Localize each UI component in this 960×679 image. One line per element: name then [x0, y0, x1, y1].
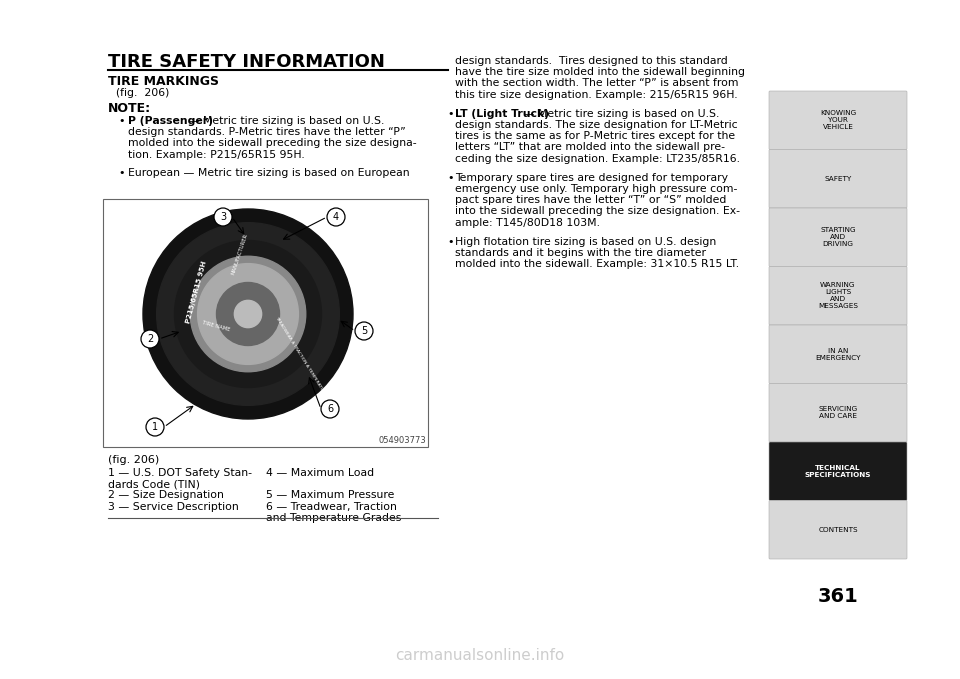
Text: 5 — Maximum Pressure: 5 — Maximum Pressure	[266, 490, 395, 500]
Text: 6: 6	[327, 404, 333, 414]
Bar	[103, 199, 428, 447]
Circle shape	[156, 223, 339, 405]
Circle shape	[141, 330, 159, 348]
Text: and Temperature Grades: and Temperature Grades	[266, 513, 401, 523]
Text: molded into the sidewall. Example: 31×10.5 R15 LT.: molded into the sidewall. Example: 31×10…	[455, 259, 739, 269]
Text: 054903773: 054903773	[378, 436, 426, 445]
Text: emergency use only. Temporary high pressure com-: emergency use only. Temporary high press…	[455, 184, 737, 194]
Text: 4 — Maximum Load: 4 — Maximum Load	[266, 468, 374, 478]
Text: — Metric tire sizing is based on U.S.: — Metric tire sizing is based on U.S.	[185, 116, 384, 126]
FancyBboxPatch shape	[769, 500, 907, 559]
Text: 1: 1	[152, 422, 158, 432]
Text: letters “LT” that are molded into the sidewall pre-: letters “LT” that are molded into the si…	[455, 143, 725, 152]
Text: TECHNICAL
SPECIFICATIONS: TECHNICAL SPECIFICATIONS	[804, 464, 872, 478]
Text: with the section width. The letter “P” is absent from: with the section width. The letter “P” i…	[455, 78, 738, 88]
Text: 3: 3	[220, 212, 226, 222]
Text: European — Metric tire sizing is based on European: European — Metric tire sizing is based o…	[128, 168, 410, 178]
FancyBboxPatch shape	[769, 325, 907, 384]
Text: pact spare tires have the letter “T” or “S” molded: pact spare tires have the letter “T” or …	[455, 195, 727, 205]
Text: this tire size designation. Example: 215/65R15 96H.: this tire size designation. Example: 215…	[455, 90, 737, 100]
Text: •: •	[118, 116, 125, 126]
Text: tires is the same as for P-Metric tires except for the: tires is the same as for P-Metric tires …	[455, 131, 735, 141]
FancyBboxPatch shape	[769, 442, 907, 500]
Text: tion. Example: P215/65R15 95H.: tion. Example: P215/65R15 95H.	[128, 149, 304, 160]
Text: P215/65R15 95H: P215/65R15 95H	[184, 260, 207, 324]
Text: 2 — Size Designation: 2 — Size Designation	[108, 490, 224, 500]
Text: have the tire size molded into the sidewall beginning: have the tire size molded into the sidew…	[455, 67, 745, 77]
Text: •: •	[447, 172, 453, 183]
Text: 4: 4	[333, 212, 339, 222]
Text: TIRE NAME: TIRE NAME	[202, 320, 230, 332]
Text: TREADWEAR A TRACTION A TEMPERATURE: TREADWEAR A TRACTION A TEMPERATURE	[274, 316, 326, 397]
Text: •: •	[118, 168, 125, 178]
Circle shape	[355, 322, 373, 340]
Text: CONTENTS: CONTENTS	[818, 527, 858, 533]
Text: 2: 2	[147, 334, 154, 344]
Text: TIRE SAFETY INFORMATION: TIRE SAFETY INFORMATION	[108, 53, 385, 71]
Circle shape	[175, 240, 322, 388]
FancyBboxPatch shape	[769, 266, 907, 325]
Text: (fig.  206): (fig. 206)	[116, 88, 169, 98]
Circle shape	[217, 282, 279, 346]
Text: LT (Light Truck): LT (Light Truck)	[455, 109, 549, 119]
Text: KNOWING
YOUR
VEHICLE: KNOWING YOUR VEHICLE	[820, 110, 856, 130]
Text: High flotation tire sizing is based on U.S. design: High flotation tire sizing is based on U…	[455, 237, 716, 246]
Text: SERVICING
AND CARE: SERVICING AND CARE	[818, 406, 857, 419]
Text: design standards. P-Metric tires have the letter “P”: design standards. P-Metric tires have th…	[128, 127, 406, 137]
Text: •: •	[447, 109, 453, 119]
Text: 5: 5	[361, 326, 367, 336]
Text: IN AN
EMERGENCY: IN AN EMERGENCY	[815, 348, 861, 361]
Circle shape	[146, 418, 164, 436]
Circle shape	[321, 400, 339, 418]
Circle shape	[327, 208, 345, 226]
Text: 3 — Service Description: 3 — Service Description	[108, 502, 239, 511]
Text: Temporary spare tires are designed for temporary: Temporary spare tires are designed for t…	[455, 172, 728, 183]
Text: TIRE MARKINGS: TIRE MARKINGS	[108, 75, 219, 88]
Circle shape	[198, 263, 299, 365]
Text: 1 — U.S. DOT Safety Stan-: 1 — U.S. DOT Safety Stan-	[108, 468, 252, 478]
Text: ample: T145/80D18 103M.: ample: T145/80D18 103M.	[455, 217, 600, 227]
Text: SAFETY: SAFETY	[825, 176, 852, 182]
Text: — Metric tire sizing is based on U.S.: — Metric tire sizing is based on U.S.	[520, 109, 719, 119]
FancyBboxPatch shape	[769, 208, 907, 266]
Circle shape	[234, 300, 262, 328]
Text: molded into the sidewall preceding the size designa-: molded into the sidewall preceding the s…	[128, 139, 417, 149]
Text: P (Passenger): P (Passenger)	[128, 116, 213, 126]
Text: 6 — Treadwear, Traction: 6 — Treadwear, Traction	[266, 502, 396, 511]
Circle shape	[214, 208, 232, 226]
Text: 361: 361	[818, 587, 858, 606]
Text: •: •	[447, 237, 453, 246]
FancyBboxPatch shape	[769, 384, 907, 442]
Text: carmanualsonline.info: carmanualsonline.info	[396, 648, 564, 663]
Text: MANUFACTURER: MANUFACTURER	[231, 233, 249, 275]
FancyBboxPatch shape	[769, 91, 907, 149]
Text: NOTE:: NOTE:	[108, 102, 151, 115]
Text: standards and it begins with the tire diameter: standards and it begins with the tire di…	[455, 248, 706, 258]
FancyBboxPatch shape	[769, 149, 907, 208]
Text: dards Code (TIN): dards Code (TIN)	[108, 479, 200, 489]
Text: STARTING
AND
DRIVING: STARTING AND DRIVING	[820, 227, 855, 247]
Circle shape	[190, 256, 305, 371]
Text: (fig. 206): (fig. 206)	[108, 455, 159, 465]
Circle shape	[143, 209, 353, 419]
Text: ceding the size designation. Example: LT235/85R16.: ceding the size designation. Example: LT…	[455, 153, 740, 164]
Text: into the sidewall preceding the size designation. Ex-: into the sidewall preceding the size des…	[455, 206, 740, 217]
Text: design standards.  Tires designed to this standard: design standards. Tires designed to this…	[455, 56, 728, 66]
Text: design standards. The size designation for LT-Metric: design standards. The size designation f…	[455, 120, 737, 130]
Text: WARNING
LIGHTS
AND
MESSAGES: WARNING LIGHTS AND MESSAGES	[818, 282, 858, 309]
